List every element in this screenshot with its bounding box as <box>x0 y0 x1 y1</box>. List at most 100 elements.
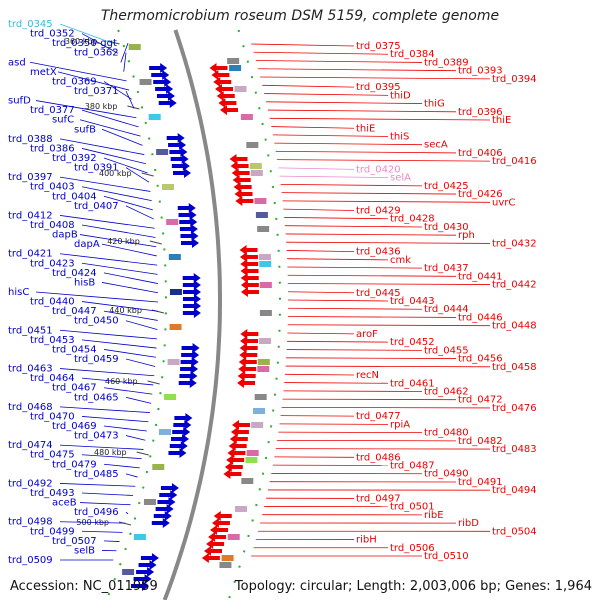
left-leader-line <box>59 444 144 450</box>
left-leader-line <box>103 463 140 469</box>
left-gene-label: trd_0474 <box>8 440 53 451</box>
right-leader-line <box>271 126 355 129</box>
right-gene-label: trd_0482 <box>458 436 503 447</box>
right-gene-label: trd_0416 <box>492 156 537 167</box>
reverse-gene-arrow <box>213 77 232 87</box>
left-gene-label: trd_0392 <box>52 153 97 164</box>
right-gene-label: trd_0406 <box>458 148 503 159</box>
gene-block-outer <box>259 310 272 316</box>
right-leader-line <box>287 299 389 302</box>
forward-gene-arrow <box>173 168 192 178</box>
right-leader-line <box>262 84 355 88</box>
reverse-gene-arrow <box>239 343 258 353</box>
reverse-gene-arrow <box>230 427 249 437</box>
forward-gene-arrow <box>173 420 192 430</box>
gene-block-outer <box>257 226 270 232</box>
kbp-tick-label: 400 kbp <box>99 169 132 178</box>
left-leader-line <box>125 473 138 478</box>
right-leader-line <box>280 183 423 187</box>
left-leader-line <box>57 71 130 91</box>
left-gene-label: trd_0450 <box>74 316 119 327</box>
right-gene-label: trd_0436 <box>356 247 401 258</box>
genome-title: Thermomicrobium roseum DSM 5159, complet… <box>100 8 500 24</box>
left-leader-line <box>125 90 135 109</box>
reverse-gene-arrow <box>223 469 242 479</box>
right-gene-label: trd_0490 <box>424 469 469 480</box>
forward-gene-arrow <box>138 560 157 570</box>
reverse-gene-arrow <box>209 63 228 73</box>
reverse-gene-arrow <box>213 511 232 521</box>
right-gene-labels: trd_0375trd_0384trd_0389trd_0393trd_0394… <box>356 41 537 562</box>
right-leader-line <box>286 241 491 244</box>
reverse-gene-arrow <box>237 371 256 381</box>
forward-gene-arrow <box>180 231 199 241</box>
left-leader-line <box>125 396 152 404</box>
accession-text: Accession: NC_011959 <box>10 579 158 594</box>
right-gene-label: thiE <box>356 123 375 134</box>
right-gene-label: thiG <box>424 99 445 110</box>
forward-gene-arrow <box>179 217 198 227</box>
gene-block-outer <box>221 555 234 561</box>
left-gene-label: trd_0352 <box>30 29 75 40</box>
reverse-gene-arrow <box>240 336 259 346</box>
right-gene-label: trd_0444 <box>424 304 469 315</box>
gene-block-outer <box>234 506 247 512</box>
right-gene-label: trd_0458 <box>492 362 537 373</box>
gene-block-outer <box>229 65 242 71</box>
left-gene-label: trd_0473 <box>74 431 119 442</box>
gene-block-inner <box>143 499 156 505</box>
left-gene-label: trd_0507 <box>52 536 97 547</box>
right-gene-label: trd_0394 <box>492 74 537 85</box>
left-gene-label: trd_0423 <box>30 258 75 269</box>
left-leader-line <box>59 23 115 45</box>
left-gene-label: trd_0459 <box>74 354 119 365</box>
right-leader-line <box>281 192 457 195</box>
right-gene-label: trd_0396 <box>458 107 503 118</box>
left-gene-label: trd_0397 <box>8 172 53 183</box>
gene-block-inner <box>169 289 182 295</box>
left-leader-line <box>101 282 159 294</box>
left-leader-line <box>103 540 120 542</box>
left-leader-line <box>101 128 143 146</box>
left-gene-label: trd_0408 <box>30 220 75 231</box>
reverse-gene-arrow <box>240 329 259 339</box>
forward-gene-arrow <box>182 273 201 283</box>
gene-block-inner <box>156 149 169 155</box>
reverse-gene-arrow <box>233 182 252 192</box>
left-leader-line <box>81 262 158 275</box>
reverse-gene-arrow <box>208 532 227 542</box>
left-gene-labels: trd_0345trd_0352trd_0356-ggttrd_0362asdm… <box>8 19 119 566</box>
reverse-gene-arrow <box>201 553 220 563</box>
right-gene-label: trd_0437 <box>424 263 469 274</box>
forward-gene-arrow <box>182 294 201 304</box>
reverse-gene-arrow <box>235 196 254 206</box>
right-gene-label: trd_0504 <box>492 526 537 537</box>
left-leader-line <box>79 502 131 506</box>
right-gene-label: cmk <box>390 255 411 266</box>
left-leader-line <box>81 33 119 54</box>
left-leader-line <box>81 339 157 349</box>
right-leader-line <box>279 423 389 425</box>
left-gene-label: trd_0345 <box>8 19 53 30</box>
right-gene-label: trd_0455 <box>424 345 469 356</box>
left-leader-line <box>81 186 152 202</box>
reverse-gene-arrow <box>240 273 259 283</box>
right-leader-line <box>284 217 389 220</box>
reverse-gene-arrow <box>240 287 259 297</box>
left-gene-label: trd_0479 <box>52 459 97 470</box>
left-leader-line <box>59 368 155 377</box>
gene-block-inner <box>152 464 165 470</box>
right-gene-label: trd_0375 <box>356 41 401 52</box>
right-gene-label: trd_0428 <box>390 214 435 225</box>
right-gene-label: trd_0448 <box>492 321 537 332</box>
forward-gene-arrow <box>149 63 168 73</box>
left-gene-label: dapB <box>52 230 78 241</box>
right-leader-line <box>287 258 389 261</box>
right-leader-line <box>267 109 457 113</box>
left-leader-line <box>125 511 129 515</box>
reverse-gene-arrow <box>229 434 248 444</box>
left-gene-label: selB <box>74 545 95 556</box>
forward-gene-arrow <box>177 203 196 213</box>
forward-gene-arrow <box>156 91 175 101</box>
right-leader-line <box>287 307 423 310</box>
